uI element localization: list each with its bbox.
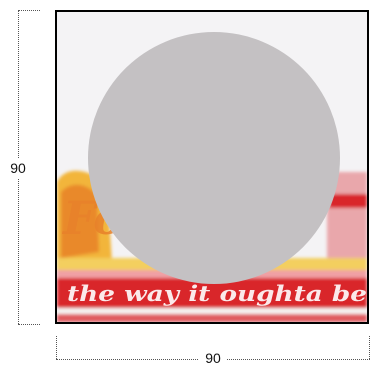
sign-shape-right-band <box>329 194 367 208</box>
height-dimension-tick-top <box>18 10 40 11</box>
height-dimension-label: 90 <box>5 158 31 178</box>
sign-shape-left-inner <box>61 184 99 258</box>
width-dimension-tick-left <box>56 336 57 359</box>
circle-overlay <box>88 32 340 284</box>
banner-bottom-red <box>57 314 367 322</box>
width-dimension-label: 90 <box>199 350 227 366</box>
width-dimension-tick-right <box>369 336 370 359</box>
banner-text: the way it oughta be <box>67 281 367 306</box>
height-dimension-tick-bottom <box>18 324 40 325</box>
image-frame[interactable]: Fo the way it oughta be <box>55 10 369 324</box>
